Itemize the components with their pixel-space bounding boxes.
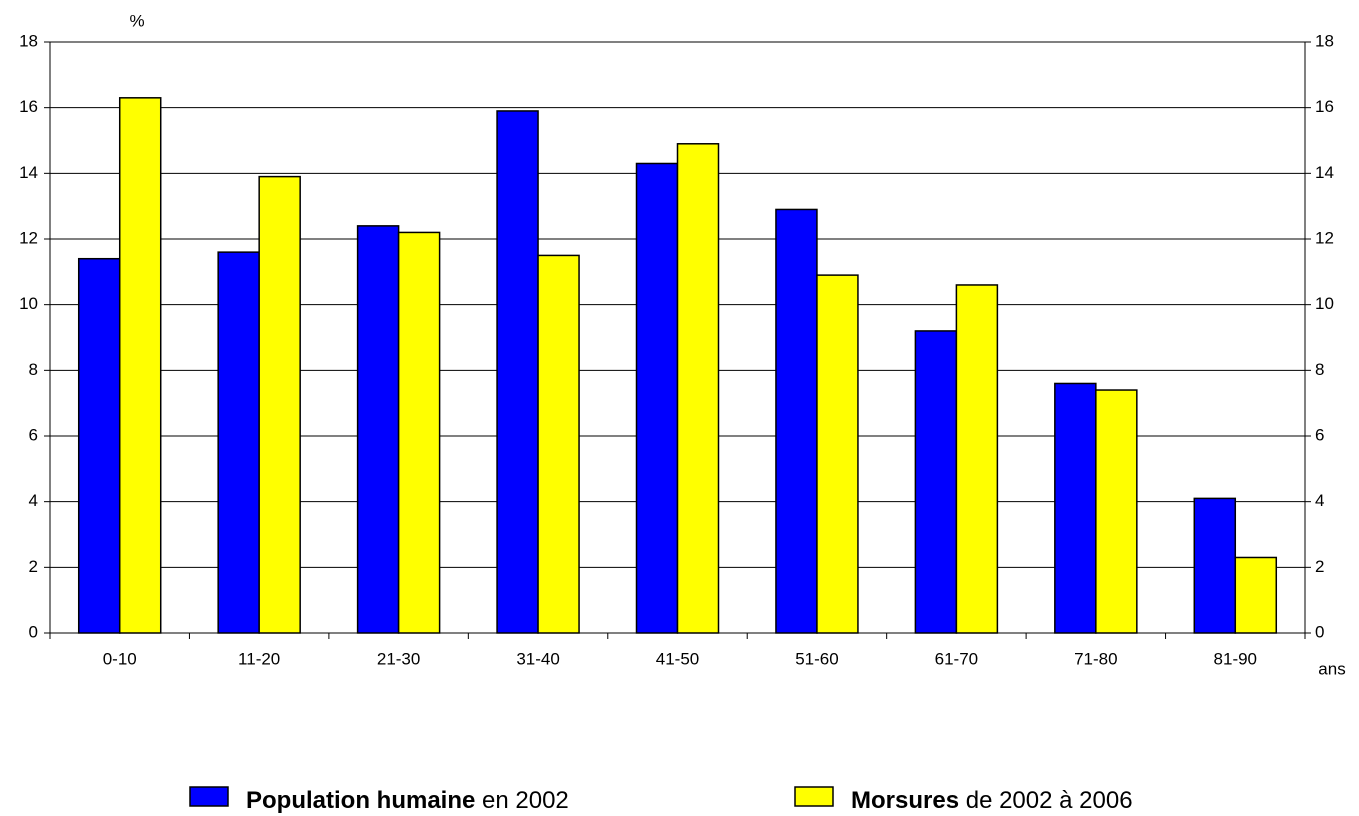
x-axis-label: ans <box>1318 659 1345 678</box>
y2-tick-label: 12 <box>1315 228 1334 247</box>
bar <box>914 330 958 634</box>
y-tick-label: 6 <box>29 425 38 444</box>
y-tick-label: 14 <box>19 163 38 182</box>
legend-swatch <box>189 786 229 807</box>
x-tick-label: 61-70 <box>935 649 978 668</box>
y-tick-label: 16 <box>19 97 38 116</box>
x-tick-label: 31-40 <box>516 649 559 668</box>
y2-tick-label: 16 <box>1315 97 1334 116</box>
y2-tick-label: 18 <box>1315 31 1334 50</box>
y-tick-label: 8 <box>29 360 38 379</box>
y-tick-label: 12 <box>19 228 38 247</box>
y2-tick-label: 8 <box>1315 360 1324 379</box>
x-tick-label: 71-80 <box>1074 649 1117 668</box>
bar <box>1234 556 1278 634</box>
y2-tick-label: 0 <box>1315 622 1324 641</box>
bar <box>118 97 162 634</box>
bar <box>955 284 999 634</box>
bar <box>217 251 260 634</box>
legend-swatch <box>794 786 834 807</box>
bar <box>496 110 539 634</box>
legend-name: Population humaine <box>246 787 475 814</box>
bar <box>537 254 580 634</box>
bar <box>775 208 818 634</box>
y2-tick-label: 4 <box>1315 491 1324 510</box>
y-tick-label: 10 <box>19 294 38 313</box>
x-tick-label: 21-30 <box>377 649 420 668</box>
legend-label: Population humaine en 2002 <box>246 787 569 814</box>
x-tick-label: 51-60 <box>795 649 838 668</box>
y2-tick-label: 6 <box>1315 425 1324 444</box>
bar <box>356 225 400 634</box>
bar <box>258 175 301 634</box>
bar <box>397 231 441 634</box>
y-tick-label: 0 <box>29 622 38 641</box>
legend-label: Morsures de 2002 à 2006 <box>851 787 1133 814</box>
y-tick-label: 18 <box>19 31 38 50</box>
x-tick-label: 81-90 <box>1214 649 1257 668</box>
bar <box>635 162 679 634</box>
y-tick-label: 2 <box>29 557 38 576</box>
x-tick-label: 11-20 <box>238 649 280 668</box>
legend-suffix: en 2002 <box>482 787 569 814</box>
y2-tick-label: 10 <box>1315 294 1334 313</box>
bar <box>1054 382 1097 634</box>
y-tick-label: 4 <box>29 491 38 510</box>
bar <box>1193 497 1237 634</box>
y2-tick-label: 14 <box>1315 163 1334 182</box>
y2-tick-label: 2 <box>1315 557 1324 576</box>
x-tick-label: 41-50 <box>656 649 699 668</box>
legend-name: Morsures <box>851 787 959 814</box>
y-axis-label: % <box>129 11 144 30</box>
bar <box>77 257 121 634</box>
bar <box>816 274 859 634</box>
x-tick-label: 0-10 <box>103 649 137 668</box>
bar <box>676 143 720 634</box>
bar <box>1095 389 1138 634</box>
legend-suffix: de 2002 à 2006 <box>966 787 1133 814</box>
